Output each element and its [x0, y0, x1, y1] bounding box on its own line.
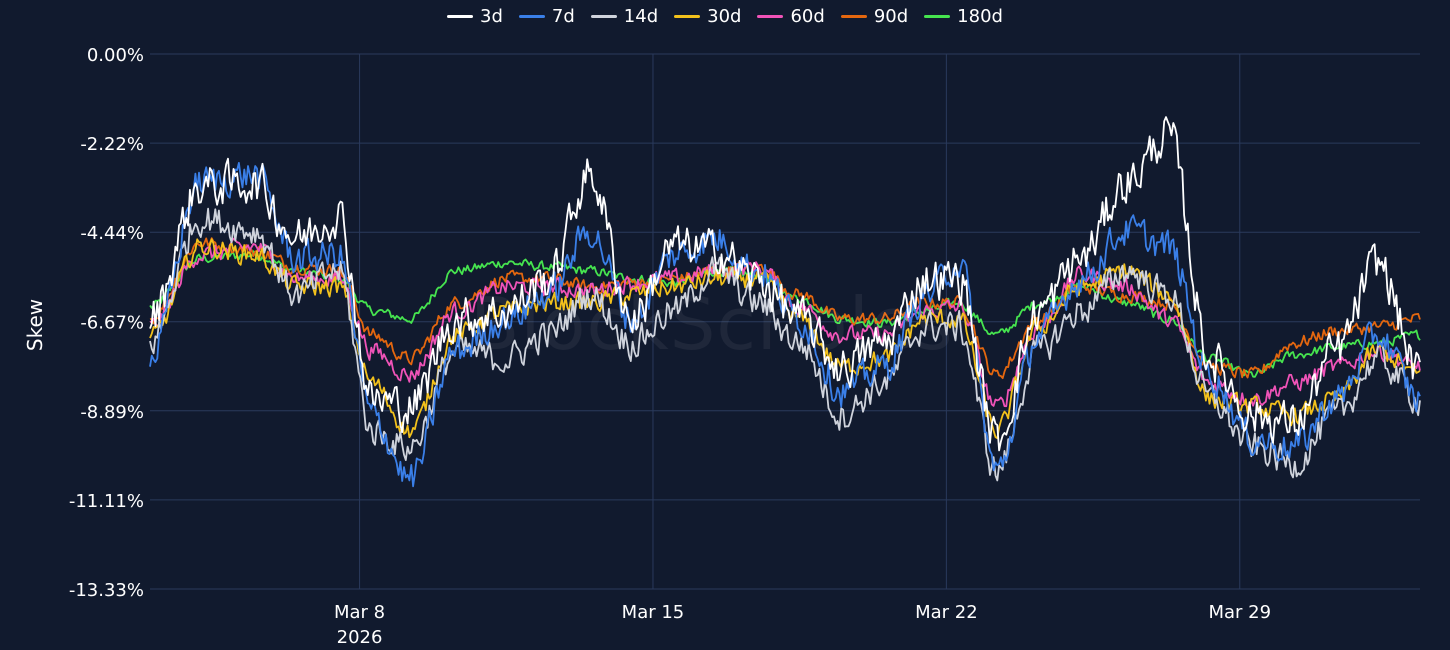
legend-label: 30d	[707, 6, 742, 27]
series-line-14d	[149, 207, 1421, 482]
legend-swatch	[590, 15, 617, 18]
x-tick-label: Mar 29	[1208, 602, 1271, 623]
y-tick-label: 0.00%	[87, 45, 144, 66]
x-tick-label: Mar 15	[622, 602, 685, 623]
legend-swatch	[518, 15, 545, 18]
y-axis-label: Skew	[23, 299, 47, 351]
y-tick-label: -2.22%	[80, 134, 144, 155]
legend-label: 60d	[790, 6, 825, 27]
legend-swatch	[447, 15, 474, 18]
legend-swatch	[674, 15, 701, 18]
legend-swatch	[757, 15, 784, 18]
legend-label: 180d	[957, 6, 1003, 27]
legend-label: 3d	[480, 6, 503, 27]
watermark: BlockScholes	[470, 282, 954, 366]
y-tick-label: -8.89%	[80, 402, 144, 423]
legend-label: 7d	[551, 6, 575, 27]
legend-swatch	[924, 15, 951, 18]
legend-item-90d[interactable]: 90d	[840, 6, 909, 27]
legend-item-60d[interactable]: 60d	[757, 6, 825, 27]
legend-item-30d[interactable]: 30d	[674, 6, 741, 27]
legend-swatch	[840, 15, 867, 18]
y-tick-label: -13.33%	[69, 580, 144, 601]
legend-label: 90d	[873, 6, 909, 27]
series-layer	[149, 116, 1421, 488]
y-tick-label: -11.11%	[69, 491, 144, 512]
legend-item-7d[interactable]: 7d	[518, 6, 575, 27]
y-tick-label: -4.44%	[80, 223, 144, 244]
x-axis: Mar 8 2026 Mar 15 Mar 22 Mar 29	[334, 602, 1271, 648]
series-line-3d	[149, 116, 1421, 452]
x-tick-year-label: 2026	[337, 627, 383, 648]
y-tick-label: -6.67%	[80, 313, 144, 334]
x-tick-label: Mar 8	[334, 602, 385, 623]
x-tick-label: Mar 22	[915, 602, 978, 623]
y-axis: 0.00% -2.22% -4.44% -6.67% -8.89% -11.11% -13.…	[69, 45, 144, 601]
legend-item-14d[interactable]: 14d	[590, 6, 659, 27]
legend-item-180d[interactable]: 180d	[924, 6, 1003, 27]
legend-label: 14d	[623, 6, 659, 27]
series-line-7d	[149, 161, 1421, 488]
legend-item-3d[interactable]: 3d	[447, 6, 503, 27]
legend: 3d 7d 14d 30d 60d 90d 180d	[0, 6, 1450, 27]
